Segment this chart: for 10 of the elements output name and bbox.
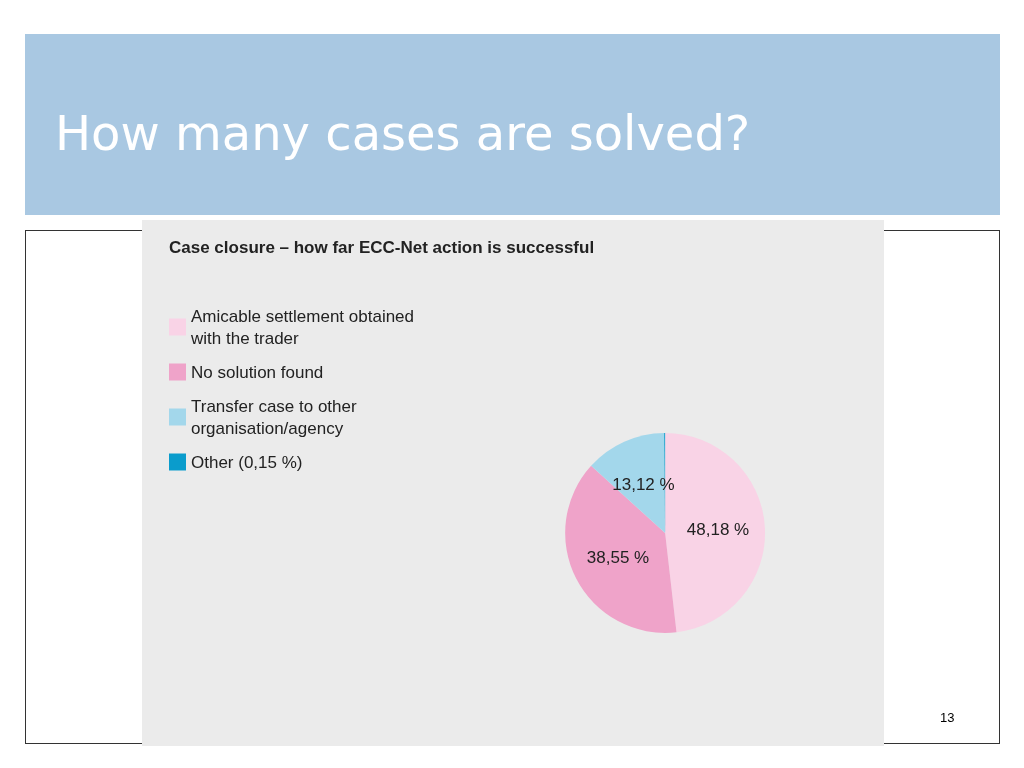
text: 13 xyxy=(940,710,955,725)
legend-label: Transfer case to other organisation/agency xyxy=(191,396,362,438)
chart-subtitle: Case closure – how far ECC-Net action is successful xyxy=(169,238,595,257)
legend-label: No solution found xyxy=(191,362,324,382)
chart-title: How many cases are solved? xyxy=(55,105,751,161)
legend-label: Other (0,15 %) xyxy=(191,452,303,472)
data-label: 48,18 % xyxy=(686,520,750,540)
data-label: 13,12 % xyxy=(612,475,675,495)
legend-label: Amicable settlement obtained with the trader xyxy=(190,306,419,348)
data-label: 38,55 % xyxy=(586,547,650,567)
